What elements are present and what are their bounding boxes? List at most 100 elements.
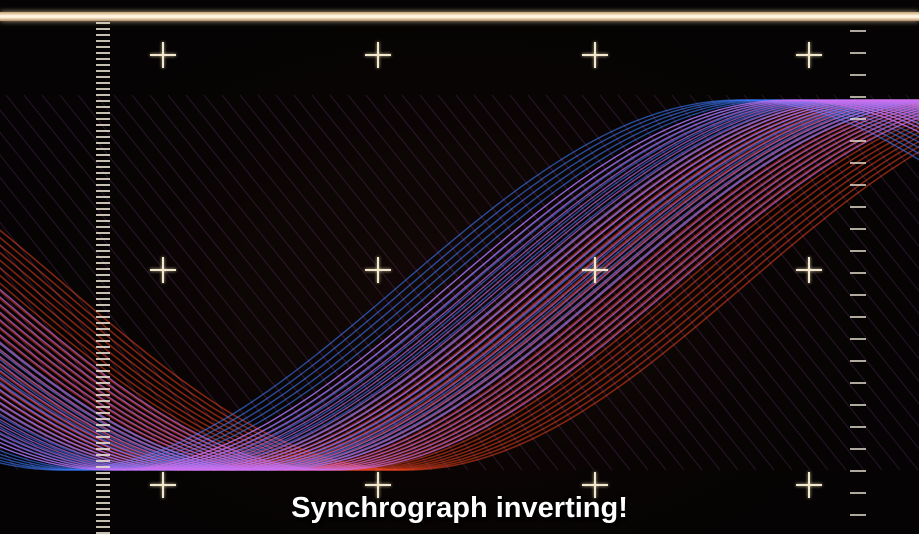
graticule-crosshair xyxy=(796,472,822,498)
hatch-line xyxy=(185,94,487,471)
waveform-line xyxy=(0,99,919,471)
waveform-line xyxy=(0,99,919,471)
hatch-line xyxy=(671,94,919,405)
hatch-line xyxy=(401,94,703,471)
waveform-line xyxy=(0,99,919,471)
waveform-line xyxy=(0,127,919,471)
waveform-line xyxy=(0,99,919,471)
graticule-crosshair xyxy=(150,472,176,498)
hatch-line xyxy=(0,109,289,471)
hatch-line xyxy=(635,94,919,450)
waveform-line xyxy=(0,99,919,471)
graticule-crosshair xyxy=(582,472,608,498)
waveform-line xyxy=(0,102,919,471)
hatch-line xyxy=(725,94,919,338)
graticule-crosshair xyxy=(796,257,822,283)
hatch-line xyxy=(581,94,883,471)
hatch-line xyxy=(275,94,577,471)
hatch-line xyxy=(491,94,793,471)
graticule-crosshair xyxy=(150,257,176,283)
waveform-line xyxy=(0,114,919,471)
waveform-line xyxy=(0,110,919,471)
waveform-line xyxy=(0,105,919,471)
hatch-line xyxy=(383,94,685,471)
hatch-line xyxy=(23,94,325,471)
waveform-line xyxy=(0,99,919,471)
left-tick-ruler xyxy=(96,22,110,534)
hatch-line xyxy=(509,94,811,471)
hatch-line xyxy=(0,334,109,471)
waveform-line xyxy=(0,99,919,471)
hatch-line xyxy=(0,379,73,471)
graticule-crosshair xyxy=(365,472,391,498)
waveform-line xyxy=(0,99,919,471)
hatch-line xyxy=(77,94,379,471)
waveform-line xyxy=(0,103,919,471)
hatch-line xyxy=(545,94,847,471)
hatch-line xyxy=(5,94,307,471)
waveform-line xyxy=(0,123,919,471)
hatch-line xyxy=(0,356,91,471)
hatch-line xyxy=(851,94,919,180)
hatch-line xyxy=(0,289,145,471)
hatch-line xyxy=(0,176,235,471)
hatch-line xyxy=(653,94,919,428)
right-tick-scale xyxy=(850,30,866,534)
waveform-line xyxy=(0,99,919,471)
hatch-line xyxy=(203,94,505,471)
hatch-line xyxy=(743,94,919,315)
hatch-line xyxy=(329,94,631,471)
waveform-line xyxy=(0,116,919,471)
hatch-line xyxy=(221,94,523,471)
hatch-line xyxy=(563,94,865,471)
waveform-line xyxy=(0,99,919,471)
hatch-line xyxy=(149,94,451,471)
waveform-line xyxy=(0,104,919,471)
hatch-line xyxy=(0,221,199,471)
hatch-line xyxy=(689,94,919,383)
waveform-line xyxy=(0,119,919,471)
hatch-line xyxy=(815,94,919,225)
waveform-line xyxy=(0,150,919,471)
graticule-crosshair xyxy=(365,257,391,283)
waveform-line xyxy=(0,135,919,471)
waveform-line xyxy=(0,102,919,471)
waveform-line xyxy=(0,99,919,471)
hatch-line xyxy=(761,94,919,293)
hatch-line xyxy=(41,94,343,471)
hatch-line xyxy=(131,94,433,471)
subtitle-line-1: Synchrograph inverting! xyxy=(291,492,628,524)
hatch-line xyxy=(0,401,55,471)
hatch-line xyxy=(0,131,271,471)
hatch-line xyxy=(437,94,739,471)
waveform-line xyxy=(0,99,919,471)
hatch-line xyxy=(113,94,415,471)
hatch-line xyxy=(257,94,559,471)
waveform-line xyxy=(0,106,919,471)
waveform-line xyxy=(0,99,919,471)
hatch-line xyxy=(95,94,397,471)
graticule-crosshair xyxy=(582,257,608,283)
waveform-line xyxy=(0,107,919,471)
hatch-line xyxy=(0,266,163,471)
waveform-line xyxy=(0,99,919,471)
hatch-line xyxy=(617,94,919,471)
hatch-line xyxy=(293,94,595,471)
graticule-crosshair xyxy=(796,42,822,68)
waveform-line xyxy=(0,99,919,471)
waveform-line xyxy=(0,117,919,471)
waveform-line xyxy=(0,111,919,471)
hatch-line xyxy=(0,311,127,471)
waveform-line xyxy=(0,101,919,471)
graticule-crosshair xyxy=(582,42,608,68)
hatch-line xyxy=(365,94,667,471)
waveform-line xyxy=(0,100,919,471)
hatch-line xyxy=(347,94,649,471)
waveform-line xyxy=(0,99,919,471)
top-reference-bar xyxy=(0,12,919,21)
waveform-line xyxy=(0,99,919,471)
waveform-line xyxy=(0,113,919,471)
waveform-line xyxy=(0,145,919,471)
